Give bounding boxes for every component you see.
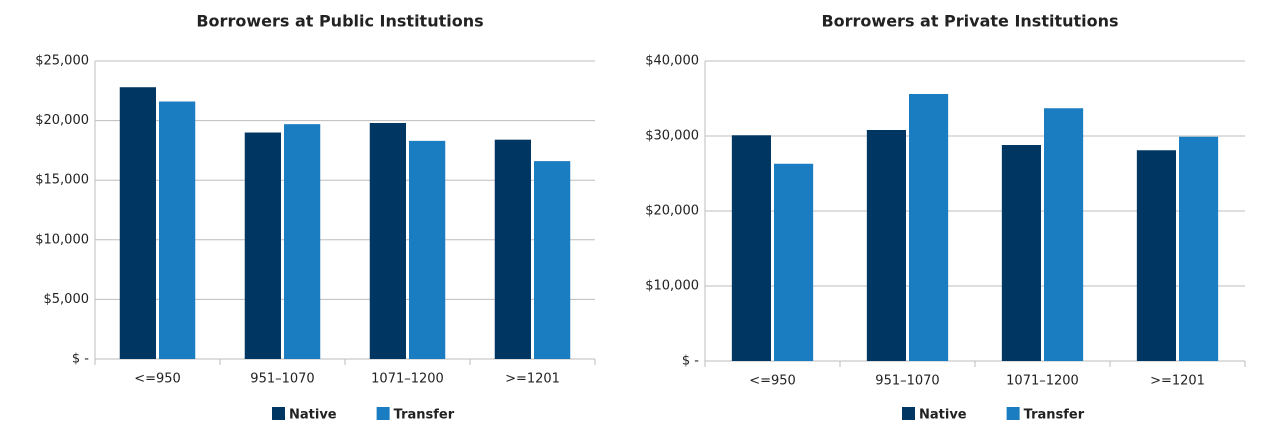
x-tick-label: 951–1070 (875, 374, 939, 389)
bar (1136, 150, 1176, 361)
legend-swatch (272, 407, 285, 420)
bar (731, 135, 771, 361)
bar (1044, 108, 1084, 361)
x-tick-label: <=950 (134, 372, 181, 387)
chart-title: Borrowers at Private Institutions (821, 12, 1118, 31)
legend-label: Native (289, 408, 337, 423)
legend-swatch (902, 407, 915, 420)
bar (774, 163, 814, 361)
y-tick-label: $30,000 (645, 129, 699, 144)
legend-label: Transfer (1024, 408, 1085, 423)
bar (284, 124, 321, 360)
y-tick-label: $20,000 (645, 204, 699, 219)
x-tick-label: >=1201 (1150, 374, 1205, 389)
y-tick-label: $25,000 (35, 54, 89, 69)
bar (409, 140, 446, 359)
x-tick-label: 1071–1200 (371, 372, 444, 387)
x-tick-label: <=950 (749, 374, 796, 389)
bar (909, 94, 949, 361)
y-tick-label: $10,000 (35, 232, 89, 247)
bar (494, 139, 531, 359)
bar (1001, 145, 1041, 361)
bar (534, 161, 571, 359)
legend-label: Transfer (394, 408, 455, 423)
y-tick-label: $20,000 (35, 113, 89, 128)
y-tick-label: $10,000 (645, 279, 699, 294)
bar (866, 130, 906, 361)
y-tick-label: $15,000 (35, 173, 89, 188)
bar (369, 122, 406, 359)
legend-label: Native (919, 408, 967, 423)
x-tick-label: >=1201 (505, 372, 560, 387)
x-tick-label: 1071–1200 (1006, 374, 1079, 389)
y-tick-label: $5,000 (44, 292, 90, 307)
legend-swatch (1006, 407, 1020, 420)
bar (119, 87, 156, 359)
bar (1179, 136, 1219, 361)
bar (159, 101, 196, 359)
y-tick-label: $40,000 (645, 54, 699, 69)
chart-title: Borrowers at Public Institutions (196, 12, 483, 31)
legend-swatch (376, 407, 390, 420)
y-tick-label: $ - (72, 352, 89, 367)
bar (244, 132, 281, 359)
y-tick-label: $ - (682, 354, 699, 369)
x-tick-label: 951–1070 (250, 372, 314, 387)
